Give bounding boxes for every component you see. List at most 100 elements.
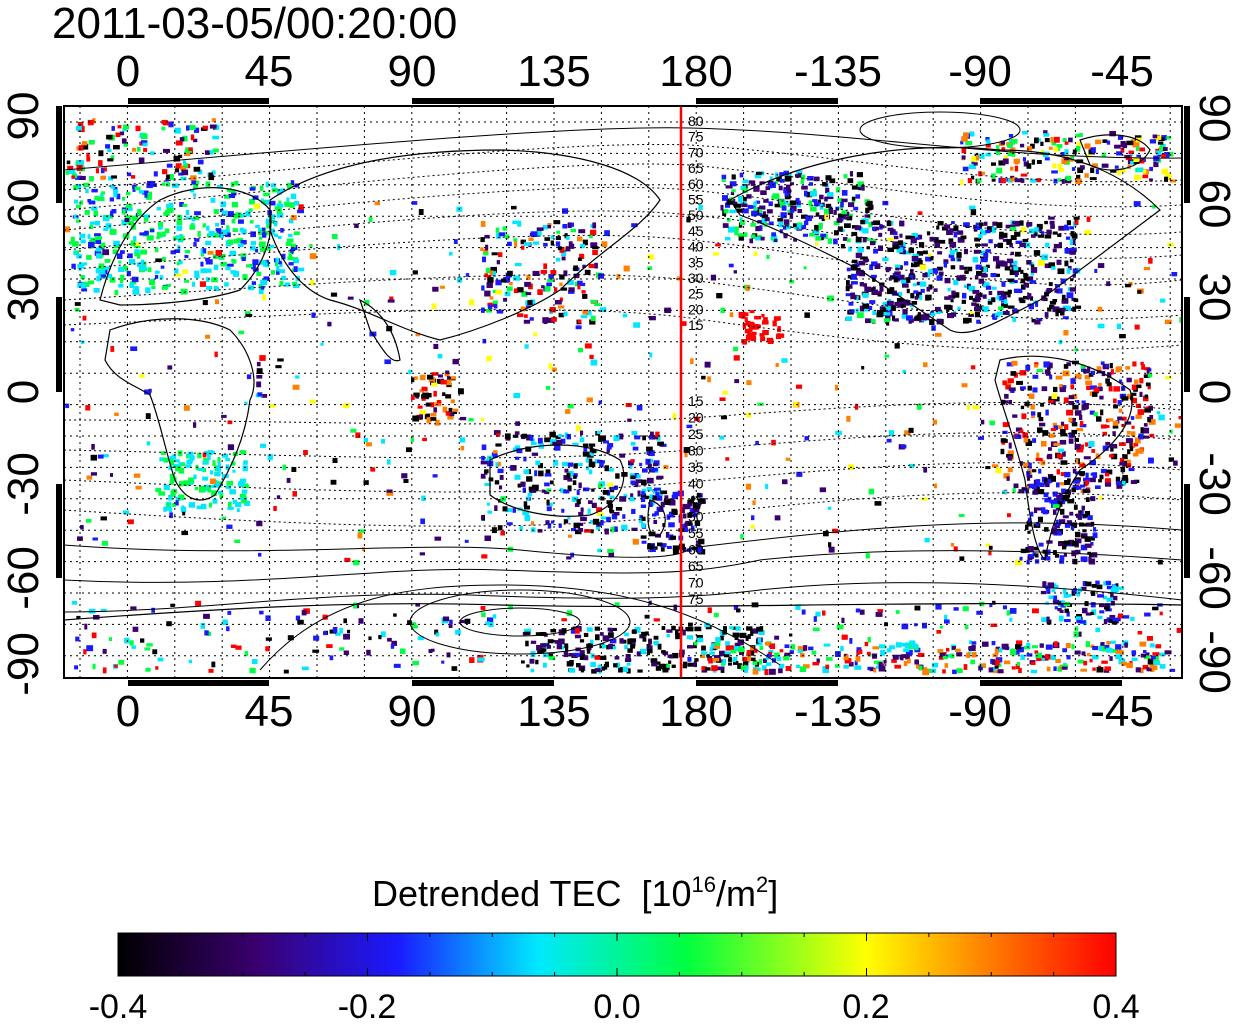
- tec-patch: [514, 474, 521, 480]
- tec-patch: [574, 634, 582, 639]
- tec-patch: [985, 229, 991, 234]
- tec-patch: [105, 223, 112, 229]
- tec-patch: [681, 507, 685, 514]
- tec-patch: [160, 265, 165, 269]
- tec-patch: [632, 538, 639, 545]
- tec-patch: [602, 490, 609, 495]
- tec-patch: [1051, 170, 1058, 174]
- tec-patch: [695, 505, 701, 509]
- tec-patch: [139, 265, 147, 271]
- tec-patch: [983, 230, 987, 236]
- tec-patch: [553, 459, 559, 466]
- tec-patch: [936, 275, 943, 281]
- tec-patch: [1030, 143, 1035, 149]
- tec-patch: [169, 459, 175, 466]
- tec-patch: [448, 407, 453, 412]
- tec-patch: [227, 610, 232, 615]
- tec-patch: [386, 489, 393, 493]
- tec-patch: [1026, 653, 1033, 657]
- tec-patch: [196, 505, 202, 510]
- tec-patch: [664, 307, 672, 313]
- tec-patch: [878, 245, 883, 251]
- tec-patch: [887, 227, 894, 232]
- tec-patch: [1084, 375, 1091, 380]
- tec-patch: [1131, 397, 1137, 404]
- tec-patch: [144, 230, 149, 236]
- tec-patch: [647, 478, 653, 484]
- tec-patch: [722, 630, 727, 635]
- tec-patch: [600, 520, 604, 526]
- tec-patch: [779, 178, 785, 183]
- tec-patch: [119, 250, 125, 254]
- tec-patch: [504, 234, 510, 240]
- tec-patch: [552, 441, 558, 446]
- tec-patch: [284, 201, 290, 207]
- tec-patch: [962, 166, 969, 172]
- tec-patch: [267, 454, 273, 461]
- tec-patch: [561, 251, 567, 256]
- tec-patch: [769, 669, 775, 673]
- tec-patch: [1010, 648, 1016, 653]
- tec-patch: [987, 301, 993, 305]
- tec-patch: [212, 135, 220, 140]
- tec-patch: [179, 137, 185, 142]
- tec-patch: [742, 179, 749, 184]
- tec-patch: [641, 491, 645, 496]
- tec-patch: [607, 549, 614, 553]
- tec-patch: [1000, 438, 1007, 443]
- tec-patch: [771, 658, 777, 663]
- tec-patch: [1126, 140, 1134, 146]
- tec-patch: [963, 664, 968, 670]
- tec-patch: [979, 663, 986, 668]
- tec-patch: [1045, 644, 1053, 650]
- tec-patch: [447, 414, 454, 420]
- tec-patch: [401, 473, 408, 479]
- tec-patch: [1002, 158, 1009, 165]
- tec-patch: [942, 669, 946, 674]
- tec-patch: [1063, 330, 1069, 336]
- tec-patch: [368, 217, 373, 223]
- tec-patch: [933, 483, 937, 489]
- tec-patch: [82, 141, 88, 146]
- tec-patch: [1047, 478, 1051, 484]
- tec-patch: [1067, 489, 1071, 495]
- tec-patch: [1122, 615, 1130, 619]
- tec-patch: [246, 374, 252, 380]
- tec-patch: [1040, 590, 1047, 595]
- colorbar-tick-label: -0.2: [337, 988, 397, 1026]
- tec-patch: [913, 290, 919, 294]
- tec-patch: [1041, 149, 1045, 156]
- tec-patch: [621, 472, 628, 477]
- tec-patch: [1002, 430, 1008, 434]
- tec-patch: [885, 315, 891, 321]
- tec-patch: [1155, 644, 1162, 649]
- tec-patch: [1099, 395, 1104, 400]
- tec-patch: [1020, 386, 1026, 390]
- tec-patch: [825, 203, 832, 208]
- coastline-africa: [104, 318, 255, 501]
- tec-patch: [1052, 550, 1057, 555]
- tec-patch: [759, 645, 764, 650]
- tec-patch: [1126, 459, 1131, 465]
- tec-patch: [1150, 668, 1155, 672]
- tec-patch: [996, 264, 1001, 269]
- tec-patch: [550, 235, 555, 240]
- tec-patch: [576, 489, 580, 496]
- tec-patch: [1089, 658, 1093, 663]
- tec-patch: [627, 648, 633, 653]
- tec-patch: [576, 462, 583, 466]
- tec-patch: [1140, 653, 1146, 658]
- top-x-tick-label: -135: [793, 47, 883, 96]
- tec-patch: [1097, 454, 1101, 460]
- tec-patch: [1009, 608, 1017, 614]
- tec-patch: [980, 250, 986, 256]
- tec-patch: [1077, 659, 1084, 664]
- tec-patch: [944, 296, 951, 300]
- tec-patch: [596, 525, 601, 530]
- tec-patch: [789, 213, 794, 219]
- tec-patch: [1025, 440, 1032, 446]
- tec-patch: [979, 305, 984, 310]
- tec-patch: [119, 277, 124, 284]
- tec-patch: [950, 257, 956, 262]
- tec-patch: [577, 280, 583, 286]
